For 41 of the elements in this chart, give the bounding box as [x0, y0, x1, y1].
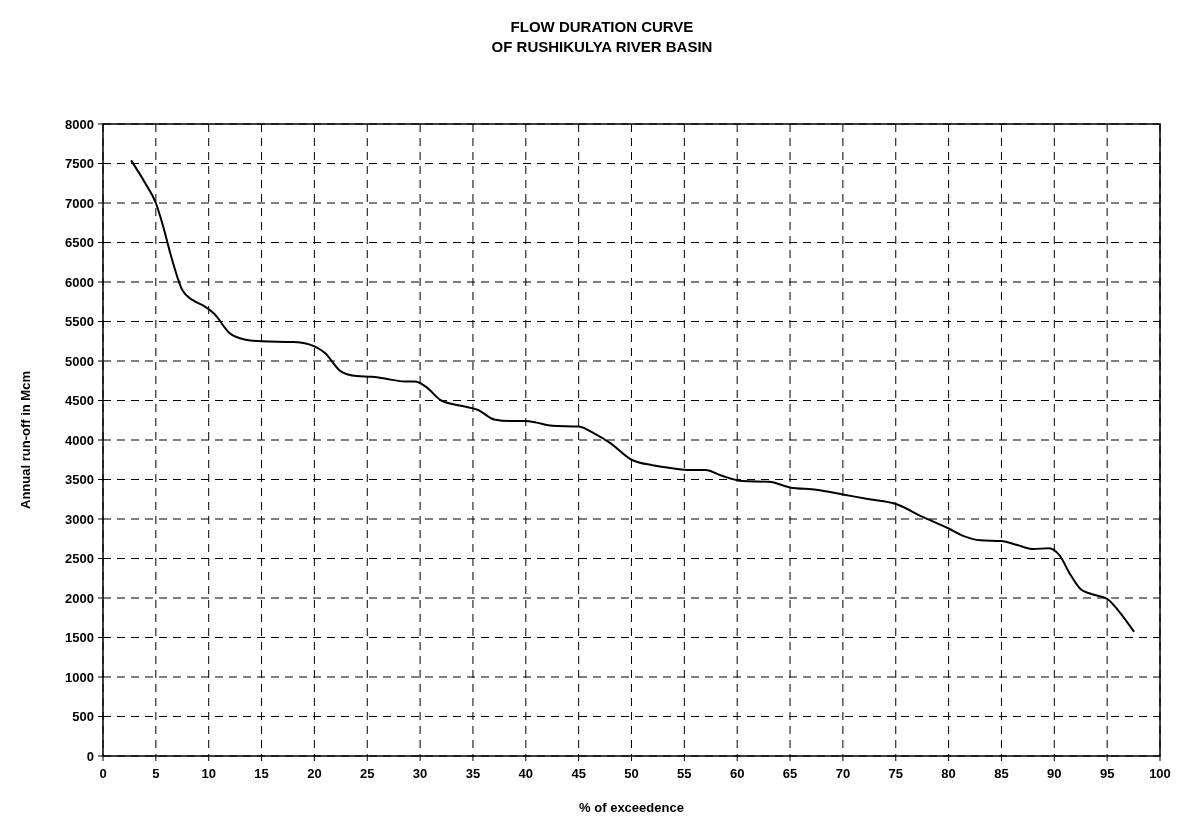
x-tick-label: 100: [1149, 766, 1171, 781]
y-tick-label: 4500: [65, 393, 94, 408]
x-tick-label: 95: [1099, 766, 1115, 781]
y-tick-label: 6000: [65, 274, 94, 290]
x-tick-label: 65: [782, 766, 798, 781]
x-tick-label: 75: [888, 766, 903, 781]
y-tick-label: 0: [86, 748, 94, 764]
y-tick-label: 4000: [65, 432, 94, 448]
x-tick-label: 35: [465, 766, 481, 781]
x-tick-label: 5: [152, 766, 160, 781]
x-axis-title: % of exceedence: [579, 800, 684, 815]
y-tick-label: 7000: [65, 195, 94, 211]
x-tick-label: 30: [412, 766, 428, 781]
y-tick-label: 2500: [65, 551, 94, 566]
y-tick-label: 5500: [65, 314, 94, 329]
y-tick-label: 5000: [65, 353, 94, 369]
y-tick-label: 1500: [65, 630, 94, 645]
x-tick-label: 15: [254, 766, 269, 781]
y-tick-label: 7500: [65, 156, 94, 171]
x-tick-label: 85: [994, 766, 1009, 781]
y-tick-label: 6500: [65, 235, 94, 250]
y-tick-label: 500: [72, 709, 94, 724]
x-tick-label: 10: [201, 766, 216, 781]
x-tick-label: 90: [1047, 766, 1062, 781]
x-tick-label: 25: [360, 766, 375, 781]
x-tick-label: 55: [677, 766, 692, 781]
y-tick-label: 3500: [65, 472, 94, 487]
y-axis-title: Annual run-off in Mcm: [18, 371, 33, 509]
y-tick-label: 8000: [65, 116, 94, 132]
y-tick-label: 2000: [65, 590, 94, 606]
x-tick-label: 50: [624, 766, 639, 781]
x-tick-label: 45: [571, 766, 586, 781]
x-tick-label: 0: [99, 766, 107, 781]
y-tick-label: 1000: [65, 669, 94, 685]
x-tick-label: 20: [307, 766, 322, 781]
x-tick-label: 80: [941, 766, 956, 781]
x-tick-label: 70: [835, 766, 851, 781]
chart-title: FLOW DURATION CURVE OF RUSHIKULYA RIVER BASIN: [491, 18, 713, 55]
x-tick-label: 40: [518, 766, 534, 781]
y-tick-label: 3000: [65, 511, 94, 527]
x-tick-label: 60: [729, 766, 745, 781]
